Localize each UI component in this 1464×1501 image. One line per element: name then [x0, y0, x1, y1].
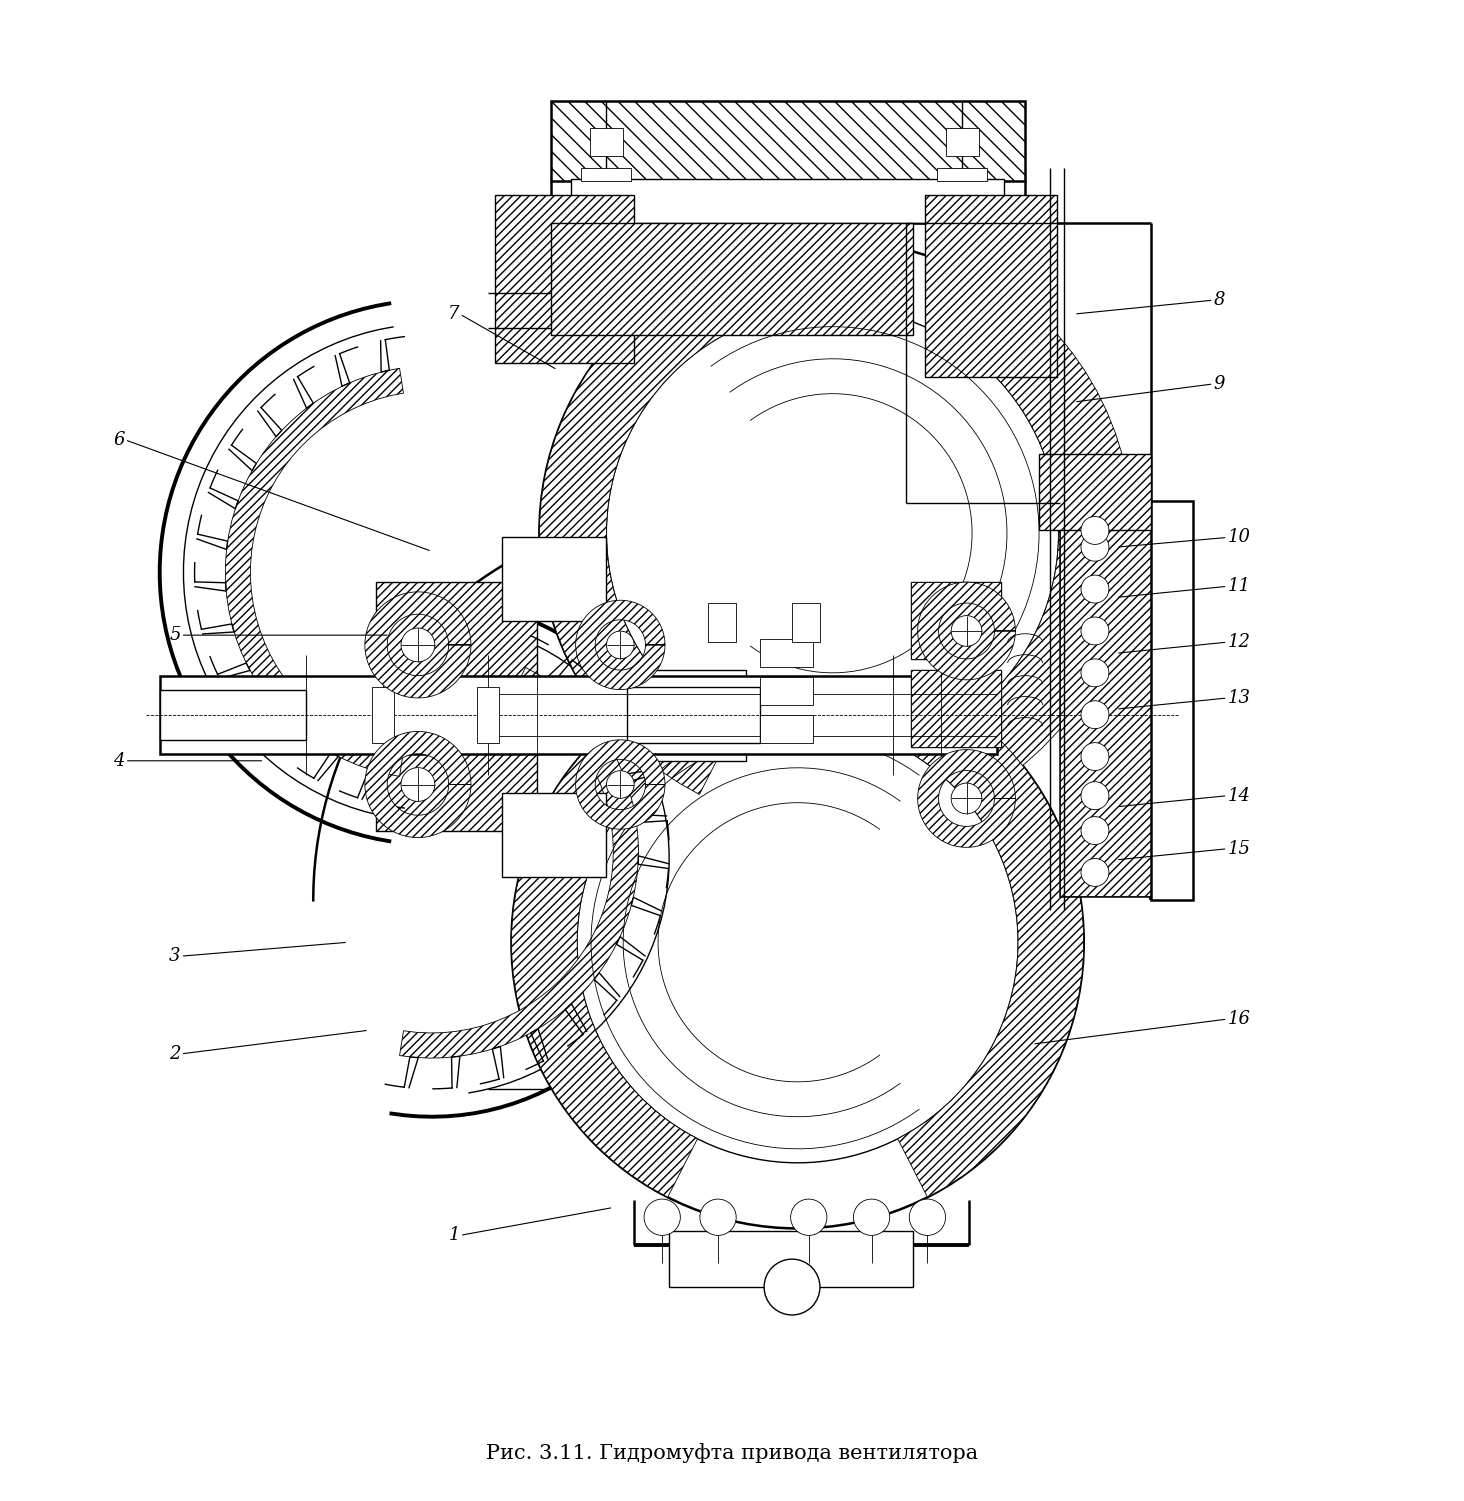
- Bar: [1060, 506, 1151, 896]
- Text: 11: 11: [1227, 578, 1250, 596]
- Bar: [911, 669, 1001, 747]
- Bar: [581, 168, 631, 182]
- Circle shape: [1080, 817, 1108, 845]
- Text: 5: 5: [170, 626, 180, 644]
- Text: 2: 2: [170, 1045, 180, 1063]
- Bar: [495, 195, 634, 363]
- Bar: [146, 42, 1375, 1327]
- Text: 13: 13: [1227, 689, 1250, 707]
- Circle shape: [1080, 701, 1108, 728]
- Text: 8: 8: [1214, 291, 1225, 309]
- Circle shape: [854, 1199, 890, 1235]
- Bar: [792, 603, 820, 642]
- Circle shape: [606, 308, 1058, 760]
- Circle shape: [952, 615, 982, 647]
- Circle shape: [1080, 516, 1108, 545]
- Bar: [641, 669, 747, 761]
- Polygon shape: [511, 687, 697, 1198]
- Circle shape: [511, 656, 1083, 1228]
- Bar: [376, 711, 537, 830]
- Bar: [550, 101, 1025, 182]
- Bar: [911, 582, 1001, 659]
- Polygon shape: [225, 368, 404, 776]
- Text: 16: 16: [1227, 1010, 1250, 1028]
- Circle shape: [606, 770, 634, 799]
- Polygon shape: [575, 740, 665, 829]
- Bar: [911, 582, 1001, 659]
- Circle shape: [1080, 617, 1108, 645]
- Bar: [627, 687, 760, 743]
- Polygon shape: [935, 266, 1133, 800]
- Bar: [760, 639, 813, 668]
- Circle shape: [1080, 859, 1108, 887]
- Text: 10: 10: [1227, 528, 1250, 546]
- Text: 4: 4: [113, 752, 124, 770]
- Polygon shape: [400, 668, 638, 1058]
- Circle shape: [952, 784, 982, 814]
- Bar: [760, 677, 813, 705]
- Circle shape: [401, 627, 435, 662]
- Polygon shape: [897, 687, 1083, 1198]
- Circle shape: [539, 240, 1126, 827]
- Bar: [477, 687, 499, 743]
- Text: 12: 12: [1227, 633, 1250, 651]
- Text: Рис. 3.11. Гидромуфта привода вентилятора: Рис. 3.11. Гидромуфта привода вентилятор…: [486, 1444, 978, 1463]
- Bar: [160, 689, 306, 740]
- Circle shape: [1080, 533, 1108, 561]
- Polygon shape: [365, 591, 471, 698]
- Bar: [372, 687, 394, 743]
- Bar: [760, 714, 813, 743]
- Circle shape: [764, 1259, 820, 1315]
- Text: 6: 6: [113, 431, 124, 449]
- Circle shape: [1080, 743, 1108, 770]
- Circle shape: [909, 1199, 946, 1235]
- Circle shape: [606, 630, 634, 659]
- Bar: [1060, 506, 1151, 896]
- Bar: [937, 168, 987, 182]
- Bar: [1039, 453, 1151, 530]
- Bar: [160, 675, 997, 754]
- Circle shape: [1080, 575, 1108, 603]
- Bar: [550, 224, 914, 335]
- Text: 1: 1: [448, 1226, 460, 1244]
- Circle shape: [577, 722, 1017, 1163]
- Circle shape: [644, 1199, 681, 1235]
- Circle shape: [401, 767, 435, 802]
- Bar: [946, 129, 979, 156]
- Text: 7: 7: [448, 305, 460, 323]
- Bar: [571, 179, 1004, 224]
- Polygon shape: [918, 749, 1016, 848]
- Bar: [709, 603, 736, 642]
- Polygon shape: [365, 731, 471, 838]
- Polygon shape: [918, 582, 1016, 680]
- Text: 9: 9: [1214, 375, 1225, 393]
- Text: 14: 14: [1227, 787, 1250, 805]
- Text: 3: 3: [170, 947, 180, 965]
- Polygon shape: [575, 600, 665, 689]
- Polygon shape: [540, 272, 731, 794]
- Text: 15: 15: [1227, 839, 1250, 857]
- Bar: [590, 129, 624, 156]
- Circle shape: [1080, 782, 1108, 809]
- Bar: [376, 582, 537, 701]
- Circle shape: [1080, 659, 1108, 687]
- Bar: [502, 793, 606, 877]
- Bar: [911, 669, 1001, 747]
- Circle shape: [700, 1199, 736, 1235]
- Circle shape: [791, 1199, 827, 1235]
- Bar: [502, 537, 606, 621]
- Bar: [1151, 501, 1193, 901]
- Bar: [669, 1231, 914, 1286]
- Bar: [925, 195, 1057, 377]
